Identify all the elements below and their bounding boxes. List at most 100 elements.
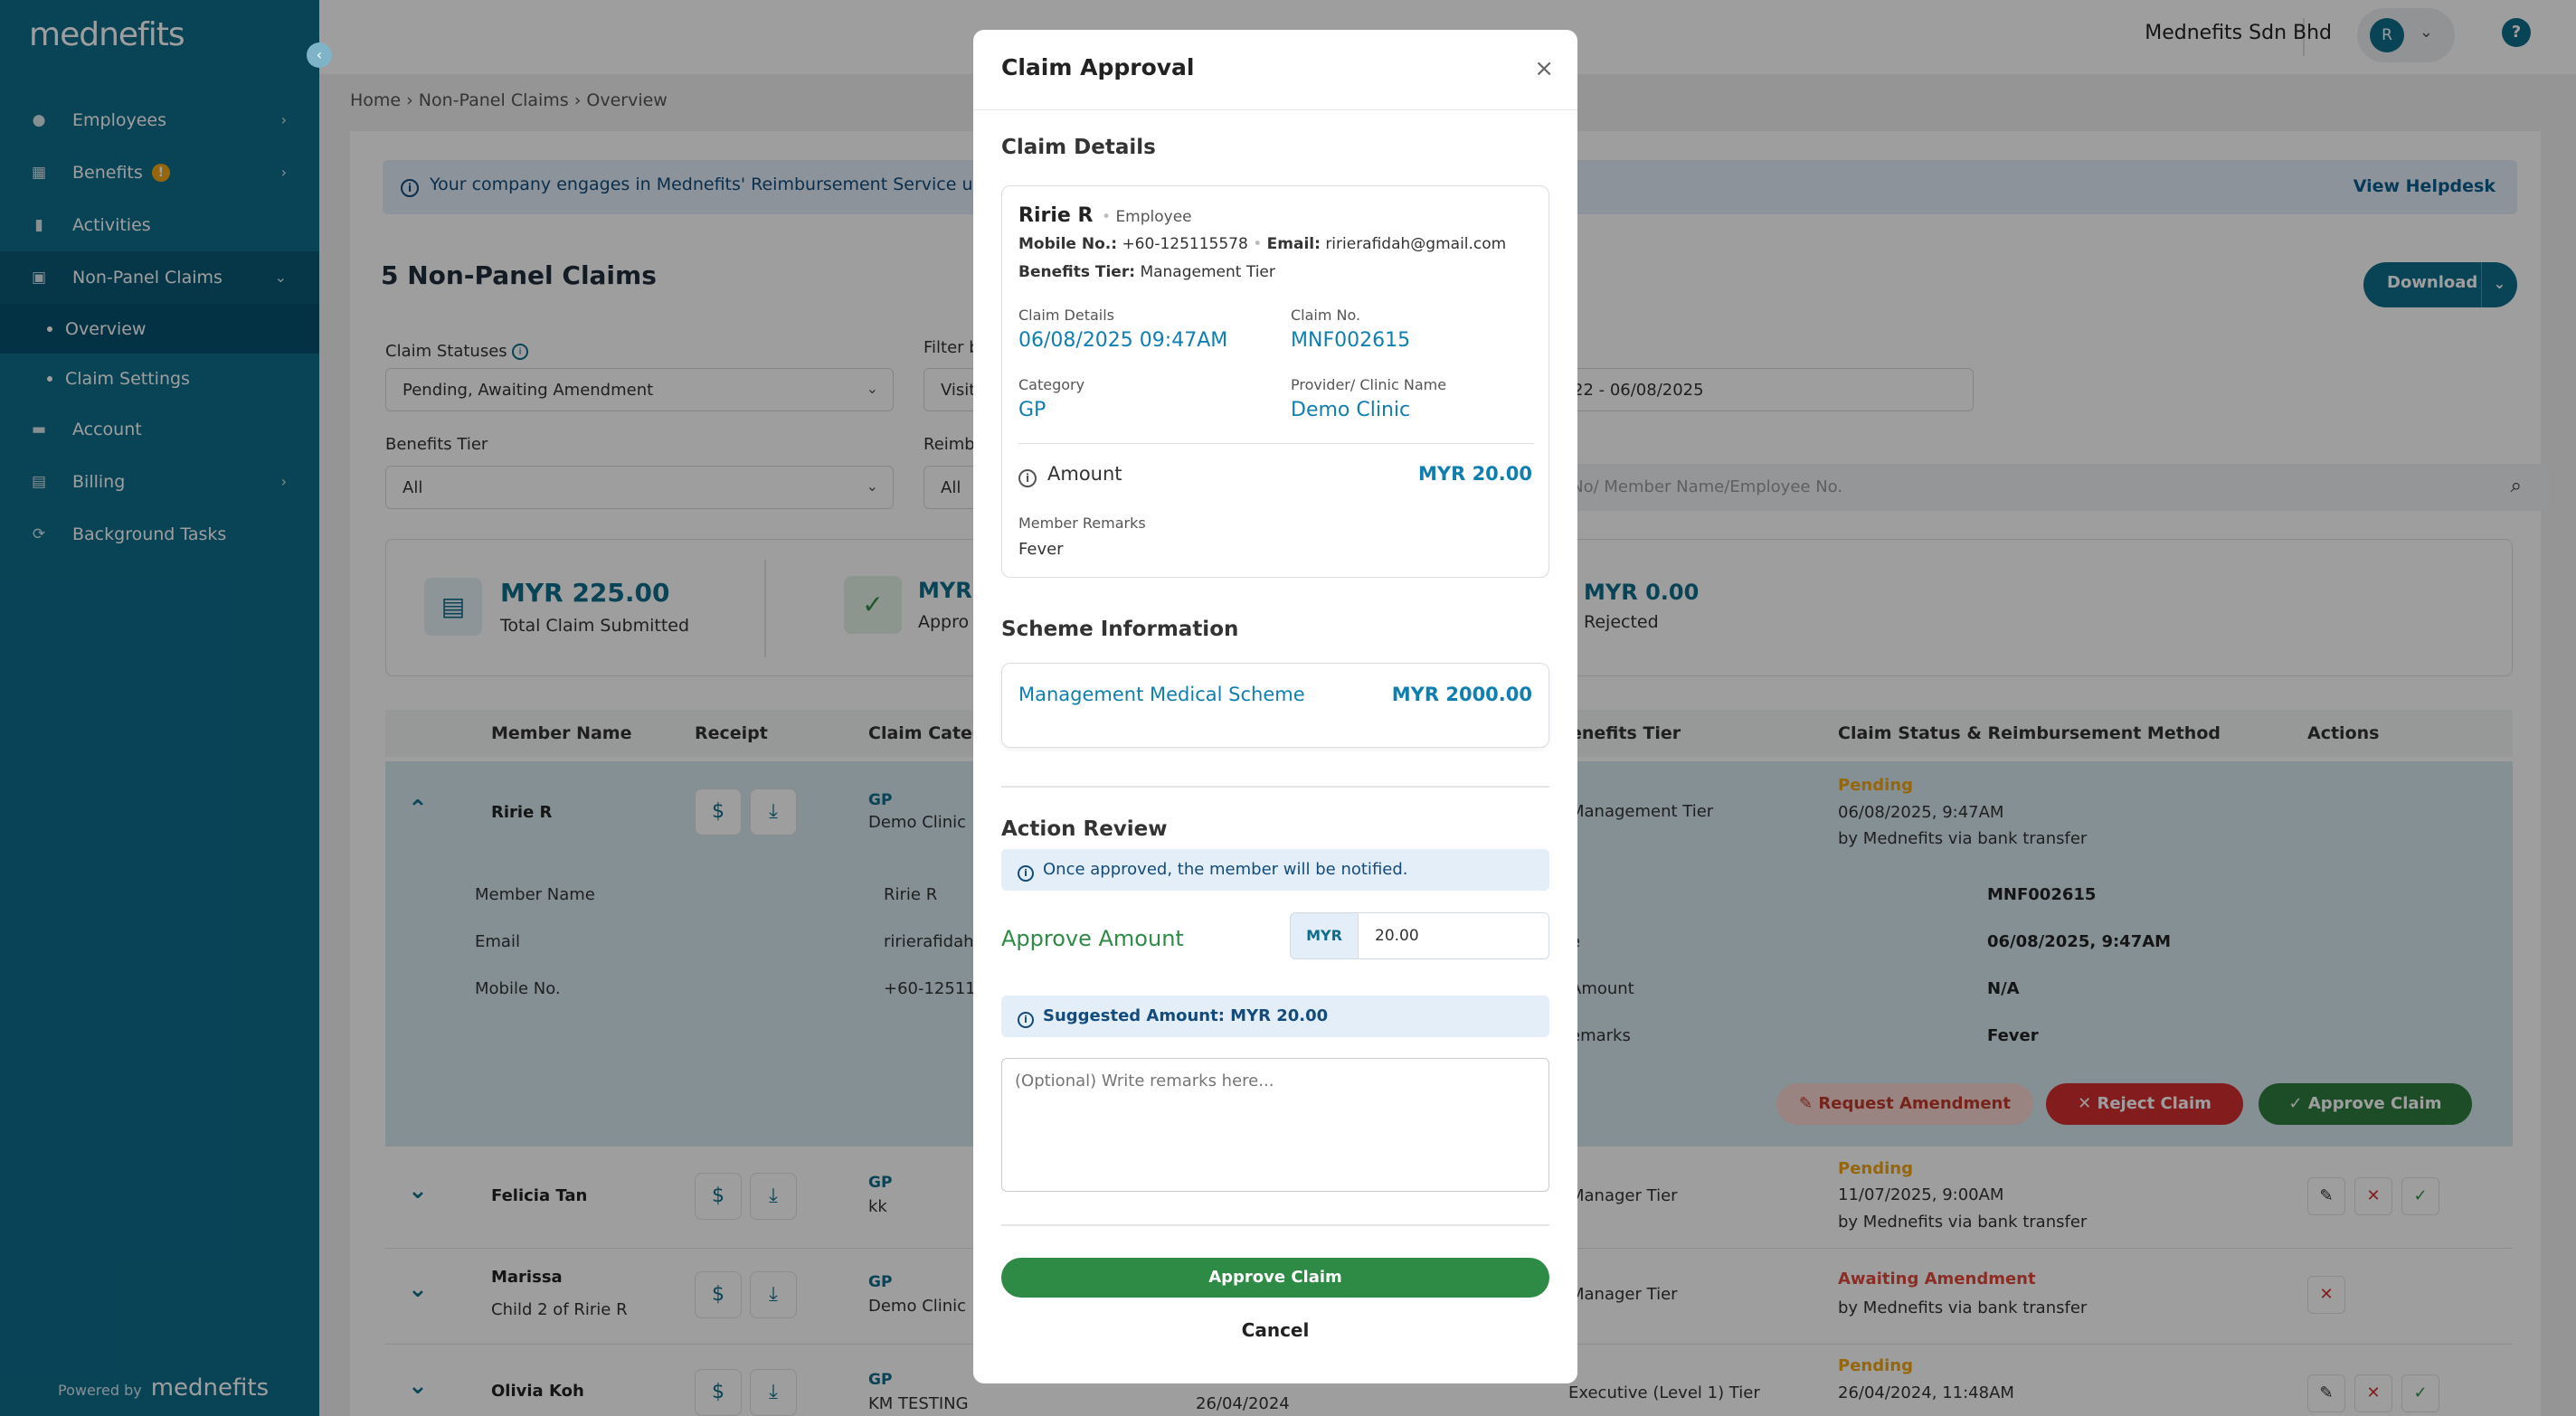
cancel-button[interactable]: Cancel bbox=[1241, 1319, 1310, 1341]
bullet-icon bbox=[47, 375, 52, 382]
claim-category: GP bbox=[868, 791, 893, 809]
divider bbox=[764, 560, 766, 657]
close-icon: ✕ bbox=[2078, 1094, 2098, 1113]
status-date: 26/04/2024, 11:48AM bbox=[1838, 1383, 2014, 1402]
approve-claim-button[interactable]: ✓ Approve Claim bbox=[2259, 1083, 2472, 1125]
sidebar-item-label: Benefits bbox=[72, 163, 143, 183]
chevron-down-icon[interactable]: ⌄ bbox=[408, 1276, 428, 1303]
status-date: 06/08/2025, 9:47AM bbox=[1838, 803, 2004, 822]
sidebar-subitem-label: Overview bbox=[65, 318, 147, 339]
receipt-icon[interactable]: $ bbox=[695, 1173, 742, 1220]
sidebar-item-billing[interactable]: ▤ Billing › bbox=[0, 456, 319, 508]
reject-claim-button[interactable]: ✕ Reject Claim bbox=[2046, 1083, 2243, 1125]
chevron-right-icon: › bbox=[280, 111, 287, 128]
benefits-tier-select[interactable]: All ⌄ bbox=[385, 466, 894, 509]
chevron-up-icon[interactable]: ⌃ bbox=[408, 796, 428, 823]
close-icon[interactable]: ✕ bbox=[2354, 1177, 2392, 1215]
remarks-textarea[interactable] bbox=[1001, 1058, 1549, 1192]
provider-value: Demo Clinic bbox=[1291, 399, 1411, 421]
submitted-date: 26/04/2024 bbox=[1196, 1394, 1290, 1413]
member-name: Felicia Tan bbox=[491, 1186, 588, 1205]
info-icon: i bbox=[1018, 865, 1034, 882]
sidebar-subitem-overview[interactable]: Overview bbox=[0, 304, 319, 354]
close-icon[interactable]: × bbox=[1534, 55, 1554, 82]
receipt-icon[interactable]: $ bbox=[695, 788, 742, 835]
sidebar-item-background-tasks[interactable]: ⟳ Background Tasks bbox=[0, 508, 319, 561]
bullet-icon bbox=[47, 326, 52, 332]
chevron-down-icon[interactable]: ⌄ bbox=[408, 1373, 428, 1400]
status-date: 11/07/2025, 9:00AM bbox=[1838, 1185, 2004, 1204]
edit-icon[interactable]: ✎ bbox=[2307, 1177, 2345, 1215]
detail-value: N/A bbox=[1987, 979, 2020, 998]
amount-value: MYR 20.00 bbox=[1417, 463, 1532, 485]
sidebar-item-non-panel-claims[interactable]: ▣ Non-Panel Claims ⌄ bbox=[0, 251, 319, 304]
sidebar-item-benefits[interactable]: ▦ Benefits! › bbox=[0, 146, 319, 199]
download-icon[interactable]: ⤓ bbox=[750, 1173, 797, 1220]
user-menu[interactable]: R ⌄ bbox=[2357, 8, 2455, 62]
download-icon[interactable]: ⤓ bbox=[750, 1369, 797, 1416]
sidebar-subitem-claim-settings[interactable]: Claim Settings bbox=[0, 354, 319, 403]
member-relation: Child 2 of Ririe R bbox=[491, 1300, 628, 1319]
chevron-down-icon[interactable]: ⌄ bbox=[2481, 262, 2517, 307]
claim-category: GP bbox=[868, 1174, 893, 1192]
select-value: All bbox=[941, 478, 961, 497]
chevron-right-icon: › bbox=[280, 473, 287, 490]
detail-label: Amount bbox=[1570, 979, 1634, 998]
detail-value: +60-1251155 bbox=[884, 979, 997, 998]
powered-by-label: Powered by bbox=[58, 1382, 142, 1399]
close-icon[interactable]: ✕ bbox=[2354, 1374, 2392, 1412]
check-icon[interactable]: ✓ bbox=[2401, 1177, 2439, 1215]
detail-value: MNF002615 bbox=[1987, 885, 2097, 904]
detail-value: Ririe R bbox=[884, 885, 938, 904]
claim-no: MNF002615 bbox=[1291, 329, 1411, 352]
info-icon[interactable]: i bbox=[512, 344, 528, 360]
claim-datetime: 06/08/2025 09:47AM bbox=[1018, 329, 1228, 352]
date-range-input[interactable]: 22 - 06/08/2025 bbox=[1538, 368, 1974, 411]
receipt-icon[interactable]: $ bbox=[695, 1271, 742, 1318]
sidebar-item-label: Account bbox=[72, 420, 142, 439]
benefits-tier-label: Benefits Tier bbox=[385, 435, 488, 454]
help-icon[interactable]: ? bbox=[2502, 18, 2531, 47]
download-icon[interactable]: ⤓ bbox=[750, 788, 797, 835]
edit-icon[interactable]: ✎ bbox=[2307, 1374, 2345, 1412]
close-icon[interactable]: ✕ bbox=[2307, 1276, 2345, 1314]
provider: Demo Clinic bbox=[868, 813, 967, 832]
scheme-heading: Scheme Information bbox=[1001, 618, 1239, 641]
scheme-card: Management Medical Scheme MYR 2000.00 bbox=[1001, 663, 1549, 748]
claim-no-label: Claim No. bbox=[1291, 307, 1361, 324]
search-input[interactable]: n No/ Member Name/Employee No. ⌕ bbox=[1538, 464, 2549, 511]
mobile-label: Mobile No.: bbox=[1018, 235, 1118, 253]
mednefits-logo[interactable]: mednefits bbox=[29, 16, 185, 53]
view-helpdesk-link[interactable]: View Helpdesk bbox=[2353, 176, 2496, 196]
download-label: Download bbox=[2387, 273, 2478, 292]
search-icon[interactable]: ⌕ bbox=[2510, 475, 2522, 497]
status-badge: Awaiting Amendment bbox=[1838, 1270, 2036, 1289]
member-role-text: Employee bbox=[1115, 208, 1192, 226]
download-icon[interactable]: ⤓ bbox=[750, 1271, 797, 1318]
sidebar-item-account[interactable]: ▬ Account bbox=[0, 403, 319, 456]
benefits-tier: Manager Tier bbox=[1570, 1285, 1678, 1304]
billing-icon: ▤ bbox=[31, 473, 47, 491]
filter-by-select[interactable]: Visit bbox=[923, 368, 978, 411]
claim-statuses-select[interactable]: Pending, Awaiting Amendment ⌄ bbox=[385, 368, 894, 411]
check-icon[interactable]: ✓ bbox=[2401, 1374, 2439, 1412]
check-icon: ✓ bbox=[844, 576, 902, 634]
tier-line: Benefits Tier: Management Tier bbox=[1018, 263, 1275, 281]
request-amendment-button[interactable]: ✎ Request Amendment bbox=[1776, 1083, 2033, 1125]
download-button[interactable]: Download ⌄ bbox=[2363, 262, 2517, 307]
banner-text: Your company engages in Mednefits' Reimb… bbox=[430, 175, 1029, 194]
sidebar-item-activities[interactable]: ▮ Activities bbox=[0, 199, 319, 251]
approve-claim-submit-button[interactable]: Approve Claim bbox=[1001, 1258, 1549, 1298]
sidebar-item-label: Non-Panel Claims bbox=[72, 268, 223, 288]
chevron-down-icon[interactable]: ⌄ bbox=[408, 1177, 428, 1204]
rejected-label: Rejected bbox=[1584, 612, 1659, 632]
detail-label: emarks bbox=[1570, 1026, 1631, 1045]
collapse-sidebar-button[interactable]: ‹ bbox=[307, 42, 332, 68]
receipt-icon[interactable]: $ bbox=[695, 1369, 742, 1416]
provider: Demo Clinic bbox=[868, 1297, 967, 1316]
sidebar-item-employees[interactable]: ● Employees › bbox=[0, 94, 319, 146]
breadcrumb[interactable]: Home › Non-Panel Claims › Overview bbox=[350, 90, 668, 110]
approve-amount-input[interactable] bbox=[1359, 912, 1549, 959]
member-name: Ririe R bbox=[491, 803, 553, 822]
reimbursement-select[interactable]: All bbox=[923, 466, 978, 509]
